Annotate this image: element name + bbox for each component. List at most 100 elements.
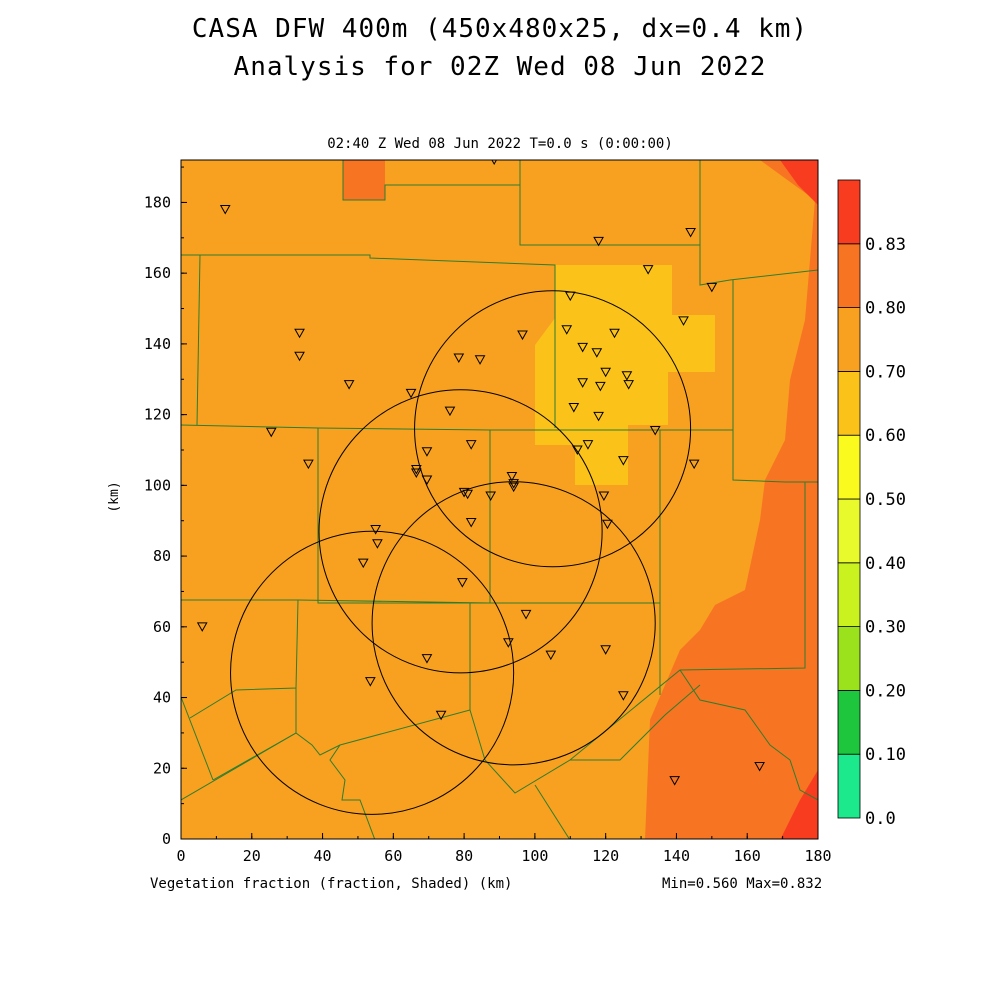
x-axis: 0 20 40 60 80 100 120 140 160 180 (176, 833, 832, 865)
range-ring (371, 481, 656, 766)
station-marker (219, 205, 231, 215)
station-marker (485, 491, 497, 501)
y-tick-label: 120 (144, 406, 171, 424)
station-marker (593, 236, 604, 247)
range-ring (318, 389, 603, 674)
colorbar-swatch (837, 434, 861, 500)
station-marker (623, 380, 635, 390)
colorbar-label: 0.10 (865, 745, 906, 765)
station-marker (649, 426, 661, 436)
colorbar-swatch (837, 690, 861, 755)
colorbar-swatch (837, 179, 861, 245)
station-marker (577, 342, 589, 353)
x-tick-label: 60 (384, 847, 402, 865)
y-tick-label: 40 (153, 689, 171, 707)
station-marker (642, 265, 654, 275)
x-tick-label: 120 (592, 847, 619, 865)
plot-time-label: 02:40 Z Wed 08 Jun 2022 T=0.0 s (0:00:00… (327, 136, 673, 152)
station-marker (303, 459, 314, 470)
colorbar-swatch (837, 562, 861, 627)
x-tick-label: 100 (521, 847, 548, 865)
station-marker (600, 645, 612, 655)
colorbar-label: 0.60 (865, 426, 906, 446)
y-axis-label: (km) (107, 481, 122, 512)
y-tick-label: 180 (144, 193, 171, 211)
colorbar-label: 0.83 (865, 235, 906, 255)
station-marker (561, 325, 573, 335)
x-tick-label: 40 (314, 847, 332, 865)
range-ring (414, 290, 692, 568)
vegetation-shading (181, 160, 818, 839)
y-tick-label: 60 (153, 618, 171, 636)
dark-region-top (343, 160, 385, 200)
county-boundary (317, 428, 491, 604)
station-marker (754, 762, 765, 772)
station-marker (405, 388, 417, 399)
station-marker (568, 403, 580, 413)
colorbar-label: 0.20 (865, 681, 906, 701)
radar-range-rings (230, 290, 692, 815)
station-marker (196, 622, 208, 632)
station-marker (545, 650, 557, 661)
y-tick-label: 100 (144, 476, 171, 494)
station-marker (294, 328, 305, 339)
station-marker (577, 378, 589, 388)
x-tick-label: 180 (804, 847, 831, 865)
county-boundary (329, 744, 376, 839)
field-label: Vegetation fraction (fraction, Shaded) (… (150, 876, 513, 892)
y-tick-label: 140 (144, 335, 171, 353)
colorbar-label: 0.40 (865, 554, 906, 574)
station-marker (618, 691, 629, 701)
colorbar-label: 0.50 (865, 490, 906, 510)
station-marker (364, 677, 376, 687)
county-boundaries (181, 160, 818, 839)
station-marker (688, 459, 700, 470)
colorbar-swatch (837, 243, 861, 309)
station-marker (474, 355, 486, 365)
station-marker (598, 491, 610, 501)
county-boundary (189, 599, 299, 719)
station-marker (343, 380, 355, 390)
colorbar-label: 0.70 (865, 362, 906, 382)
station-marker (453, 353, 465, 364)
station-marker (678, 316, 689, 326)
x-tick-label: 20 (243, 847, 261, 865)
colorbar-swatch (837, 626, 861, 691)
county-boundary (181, 254, 556, 428)
station-marker (465, 440, 477, 450)
max-region-northeast (780, 160, 818, 205)
station-marker (520, 609, 532, 620)
station-marker (685, 227, 696, 238)
y-tick-label: 80 (153, 547, 171, 565)
station-marker (465, 517, 477, 528)
x-tick-label: 160 (734, 847, 761, 865)
station-marker (706, 282, 718, 293)
station-markers (196, 160, 765, 786)
y-tick-label: 20 (153, 759, 171, 777)
x-tick-label: 140 (663, 847, 690, 865)
station-marker (444, 406, 456, 417)
county-boundary (196, 254, 201, 426)
station-marker (410, 468, 422, 478)
station-marker (357, 558, 369, 569)
county-boundary (679, 669, 818, 801)
colorbar-label: 0.30 (865, 618, 906, 638)
station-marker (508, 482, 520, 493)
max-region-southeast (780, 770, 818, 839)
station-marker (421, 475, 433, 486)
station-marker (421, 654, 433, 664)
station-marker (456, 578, 468, 588)
x-tick-label: 80 (455, 847, 473, 865)
county-boundary (181, 696, 214, 781)
station-marker (564, 291, 576, 302)
station-marker (591, 348, 603, 358)
x-tick-label: 0 (176, 847, 185, 865)
station-marker (294, 351, 305, 362)
county-boundary (534, 784, 570, 839)
colorbar-swatch (837, 307, 861, 372)
county-boundary (181, 430, 661, 604)
station-marker (370, 525, 381, 535)
colorbar-swatch (837, 498, 861, 564)
colorbar-swatch (837, 370, 861, 436)
